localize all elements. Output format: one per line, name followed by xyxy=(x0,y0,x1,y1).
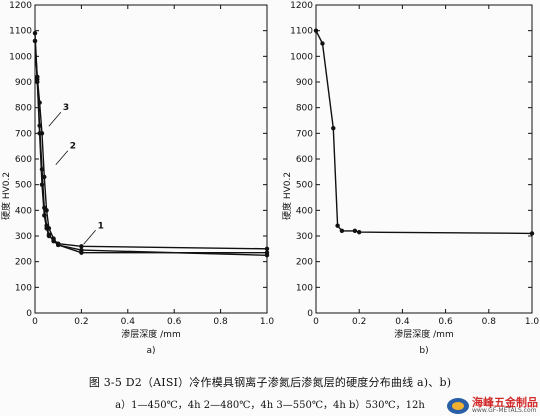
panel-label: a) xyxy=(146,346,155,356)
data-point xyxy=(339,228,345,234)
data-point xyxy=(79,244,84,249)
x-axis-label: 渗层深度 /mm xyxy=(121,328,180,340)
data-point xyxy=(44,208,49,213)
y-tick-label: 600 xyxy=(15,155,32,165)
y-tick-label: 500 xyxy=(296,181,313,191)
data-point xyxy=(46,232,52,237)
watermark-name: 海峰五金制品 xyxy=(472,396,538,409)
y-tick-label: 1200 xyxy=(290,1,313,11)
series-3: 3 xyxy=(32,38,270,255)
y-tick-label: 300 xyxy=(15,232,32,242)
data-point xyxy=(39,167,45,172)
data-point xyxy=(51,236,56,241)
data-point xyxy=(32,31,38,36)
chart-panel-a: 0100200300400500600700800900100011001200… xyxy=(0,1,274,356)
y-tick-label: 300 xyxy=(296,232,313,242)
x-tick-label: 0.8 xyxy=(482,317,497,327)
x-tick-label: 0.6 xyxy=(438,317,453,327)
x-tick-label: 0.4 xyxy=(121,317,136,327)
figure-caption-title: 图 3-5 D2（AISI）冷作模具钢离子渗氮后渗氮层的硬度分布曲线 a)、b) xyxy=(88,376,452,389)
y-tick-label: 700 xyxy=(296,129,313,139)
data-point xyxy=(264,246,270,252)
data-point xyxy=(46,226,52,231)
curve-leader xyxy=(55,150,69,165)
y-tick-label: 1000 xyxy=(290,52,313,62)
plot-frame xyxy=(34,4,268,314)
x-tick-label: 1.0 xyxy=(260,317,275,327)
y-tick-label: 1100 xyxy=(9,27,32,37)
y-tick-label: 900 xyxy=(296,78,313,88)
figure-caption-subtitle: a）1—450℃，4h 2—480℃，4h 3—550℃，4h b）530℃，1… xyxy=(115,400,425,411)
y-tick-label: 200 xyxy=(296,258,313,268)
series-1: 1 xyxy=(32,38,270,252)
x-tick-label: 0.6 xyxy=(167,317,182,327)
x-tick-label: 0 xyxy=(32,317,38,327)
data-point xyxy=(39,131,45,136)
data-point xyxy=(357,229,362,235)
data-point xyxy=(37,100,42,105)
data-point xyxy=(42,174,47,180)
y-tick-label: 0 xyxy=(307,309,313,319)
x-tick-label: 0 xyxy=(313,317,319,327)
chart-panel-b: 0 100 200 300 400 500 600 700 800 900 1000 1100 1200… xyxy=(281,1,539,356)
curve-label: 1 xyxy=(98,221,104,231)
x-tick-label: 0.8 xyxy=(213,317,228,327)
y-tick-label: 100 xyxy=(15,283,32,293)
data-point xyxy=(313,28,319,33)
data-point xyxy=(32,38,38,44)
data-point xyxy=(352,228,358,234)
y-tick-label: 500 xyxy=(15,181,32,191)
y-tick-label: 800 xyxy=(296,104,313,114)
x-tick-label: 1.0 xyxy=(525,317,540,327)
y-tick-label: 800 xyxy=(15,104,32,114)
x-tick-label: 0.2 xyxy=(74,317,88,327)
y-tick-label: 400 xyxy=(296,206,313,216)
x-axis-label: 渗层深度 /mm xyxy=(394,328,453,340)
data-point xyxy=(264,250,270,255)
data-point xyxy=(335,223,340,228)
y-tick-label: 900 xyxy=(15,78,32,88)
series-2: 2 xyxy=(32,31,270,258)
y-tick-label: 200 xyxy=(15,258,32,268)
data-point xyxy=(529,231,535,236)
y-tick-label: 1100 xyxy=(290,27,313,37)
data-point xyxy=(35,74,40,80)
data-point xyxy=(331,126,336,131)
y-tick-label: 1200 xyxy=(9,1,32,11)
data-point xyxy=(56,242,61,248)
gf-metals-logo-icon xyxy=(447,397,469,414)
panel-label: b) xyxy=(419,346,428,356)
y-axis-label: 硬度 HV0.2 xyxy=(0,172,12,220)
watermark-url: www.GF-METALS.com xyxy=(472,407,537,414)
y-tick-label: 700 xyxy=(15,129,32,139)
figure-canvas: 0100200300400500600700800900100011001200… xyxy=(0,1,539,356)
curve-label: 2 xyxy=(70,142,76,152)
series-line xyxy=(315,30,533,235)
curve-leader xyxy=(48,111,62,127)
curve-leader xyxy=(83,230,96,245)
curve-label: 3 xyxy=(63,103,69,113)
y-tick-label: 1000 xyxy=(9,52,32,62)
plot-frame xyxy=(315,4,533,314)
y-tick-label: 0 xyxy=(26,309,32,319)
y-tick-label: 400 xyxy=(15,206,32,216)
data-point xyxy=(79,250,84,255)
x-tick-label: 0.4 xyxy=(395,317,410,327)
y-tick-label: 600 xyxy=(296,155,313,165)
data-point xyxy=(320,41,325,46)
y-tick-label: 100 xyxy=(296,283,313,293)
x-tick-label: 0.2 xyxy=(352,317,366,327)
series-0 xyxy=(313,28,535,236)
y-axis-label: 硬度 HV0.2 xyxy=(281,172,293,220)
watermark: 海峰五金制品 www.GF-METALS.com xyxy=(447,397,538,414)
